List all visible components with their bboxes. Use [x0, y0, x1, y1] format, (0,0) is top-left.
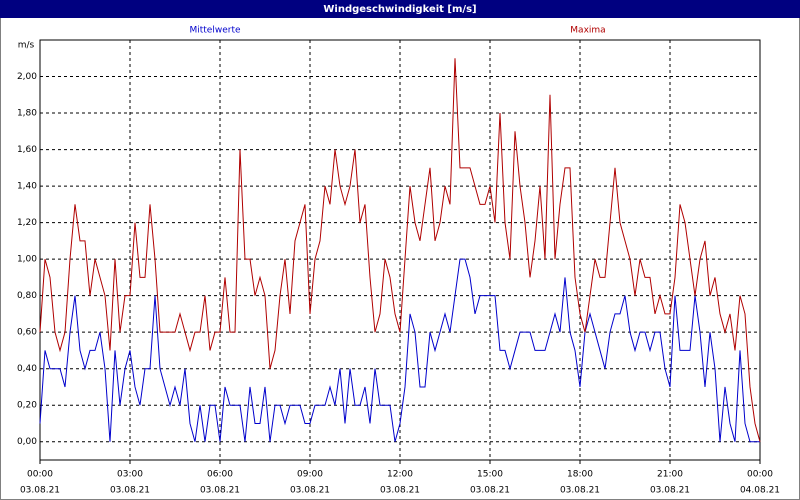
x-tick-label: 09:00	[297, 470, 323, 480]
y-axis-label: m/s	[18, 41, 35, 51]
x-tick-label: 00:00	[747, 470, 773, 480]
y-tick-label: 1,60	[17, 145, 37, 155]
x-tick-date: 03.08.21	[110, 486, 150, 496]
series-line	[39, 58, 761, 442]
x-tick-date: 03.08.21	[650, 486, 690, 496]
y-tick-label: 1,40	[17, 182, 37, 192]
y-tick-label: 2,00	[17, 72, 37, 82]
x-tick-date: 03.08.21	[380, 486, 420, 496]
x-tick-label: 18:00	[567, 470, 593, 480]
x-tick-label: 03:00	[117, 470, 143, 480]
y-tick-label: 1,00	[17, 255, 37, 265]
x-tick-date: 04.08.21	[740, 486, 780, 496]
x-tick-label: 00:00	[27, 470, 53, 480]
x-tick-date: 03.08.21	[560, 486, 600, 496]
x-tick-date: 03.08.21	[290, 486, 330, 496]
series-line	[39, 258, 760, 443]
y-tick-label: 0,20	[17, 401, 37, 411]
x-tick-label: 21:00	[657, 470, 683, 480]
x-tick-label: 15:00	[477, 470, 503, 480]
y-tick-label: 0,00	[17, 437, 37, 447]
x-tick-date: 03.08.21	[200, 486, 240, 496]
x-tick-date: 03.08.21	[470, 486, 510, 496]
y-tick-label: 1,80	[17, 109, 37, 119]
y-tick-label: 0,80	[17, 291, 37, 301]
legend-label: Maxima	[570, 26, 605, 36]
y-tick-label: 0,60	[17, 328, 37, 338]
x-tick-date: 03.08.21	[20, 486, 60, 496]
y-tick-label: 1,20	[17, 218, 37, 228]
y-tick-label: 0,40	[17, 364, 37, 374]
x-tick-label: 12:00	[387, 470, 413, 480]
title-bar	[0, 0, 800, 18]
chart-title: Windgeschwindigkeit [m/s]	[323, 4, 476, 15]
x-tick-label: 06:00	[207, 470, 233, 480]
legend-label: Mittelwerte	[189, 26, 240, 36]
